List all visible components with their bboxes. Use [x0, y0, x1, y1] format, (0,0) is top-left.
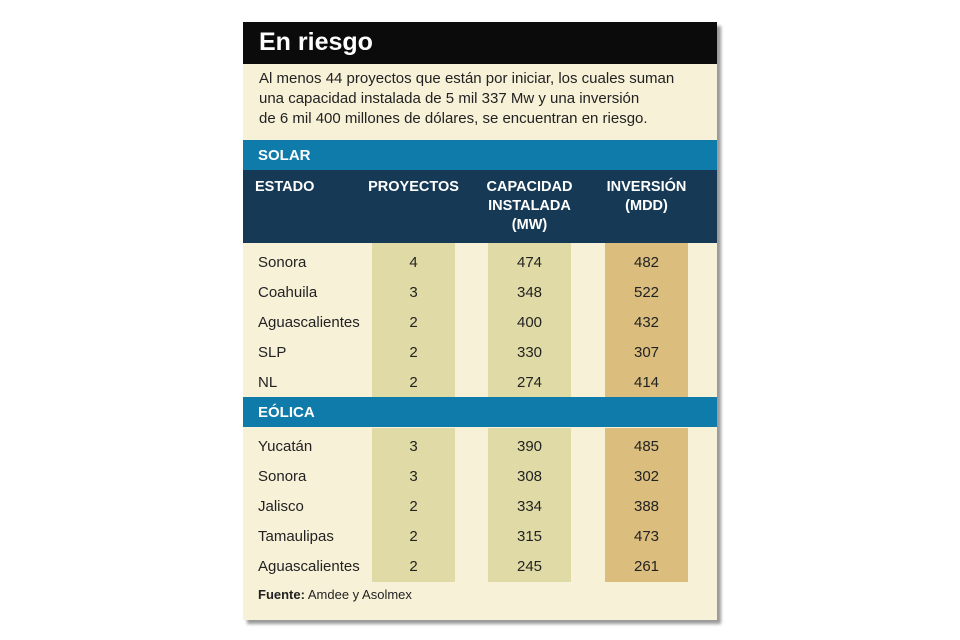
- number-cell: 2: [409, 498, 418, 515]
- source-label: Fuente:: [258, 587, 305, 602]
- number-cell: 3: [409, 438, 418, 455]
- number-cell: 432: [633, 314, 660, 331]
- column-header: PROYECTOS: [351, 178, 476, 197]
- state-cell: NL: [258, 374, 278, 391]
- source-text: Amdee y Asolmex: [307, 587, 412, 602]
- column-shade: [488, 428, 571, 582]
- column-header-line: (MDD): [625, 198, 668, 214]
- number-cell: 261: [633, 558, 660, 575]
- intro-line: Al menos 44 proyectos que están por inic…: [259, 70, 675, 87]
- number-cell: 3: [409, 468, 418, 485]
- section-name: EÓLICA: [258, 404, 315, 421]
- intro: Al menos 44 proyectos que están por inic…: [259, 69, 709, 129]
- column-header-line: (MW): [511, 217, 548, 233]
- intro-line: de 6 mil 400 millones de dólares, se enc…: [259, 110, 648, 127]
- number-cell: 348: [516, 284, 543, 301]
- column-header-line: INSTALADA: [488, 198, 571, 214]
- number-cell: 2: [409, 374, 418, 391]
- column-header-line: PROYECTOS: [368, 179, 459, 195]
- number-cell: 334: [516, 498, 543, 515]
- number-cell: 473: [633, 528, 660, 545]
- number-cell: 414: [633, 374, 660, 391]
- number-cell: 2: [409, 344, 418, 361]
- infographic-card: En riesgo Al menos 44 proyectos que está…: [243, 22, 717, 620]
- number-cell: 330: [516, 344, 543, 361]
- state-cell: SLP: [258, 344, 287, 361]
- state-cell: Tamaulipas: [258, 528, 334, 545]
- section-name: SOLAR: [258, 147, 311, 164]
- state-cell: Aguascalientes: [258, 314, 360, 331]
- state-cell: Aguascalientes: [258, 558, 360, 575]
- number-cell: 245: [516, 558, 543, 575]
- column-shade: [605, 428, 688, 582]
- column-header-line: INVERSIÓN: [606, 179, 687, 195]
- number-cell: 482: [633, 254, 660, 271]
- state-cell: Sonora: [258, 254, 307, 271]
- column-shade: [488, 243, 571, 397]
- number-cell: 390: [516, 438, 543, 455]
- column-shade: [372, 243, 455, 397]
- number-cell: 388: [633, 498, 660, 515]
- source: Fuente: Amdee y Asolmex: [258, 587, 412, 602]
- state-cell: Coahuila: [258, 284, 318, 301]
- state-cell: Sonora: [258, 468, 307, 485]
- column-header: INVERSIÓN (MDD): [584, 178, 709, 216]
- section-bar: SOLAR: [243, 140, 717, 170]
- intro-line: una capacidad instalada de 5 mil 337 Mw …: [259, 90, 640, 107]
- column-shade: [372, 428, 455, 582]
- title: En riesgo: [259, 28, 373, 56]
- number-cell: 274: [516, 374, 543, 391]
- column-header-line: ESTADO: [255, 179, 315, 195]
- state-cell: Jalisco: [258, 498, 304, 515]
- column-header: CAPACIDAD INSTALADA (MW): [468, 178, 591, 235]
- column-header: ESTADO: [255, 178, 365, 197]
- number-cell: 522: [633, 284, 660, 301]
- number-cell: 2: [409, 528, 418, 545]
- number-cell: 307: [633, 344, 660, 361]
- title-bar: En riesgo: [243, 22, 717, 64]
- number-cell: 302: [633, 468, 660, 485]
- number-cell: 308: [516, 468, 543, 485]
- number-cell: 4: [409, 254, 418, 271]
- number-cell: 315: [516, 528, 543, 545]
- number-cell: 400: [516, 314, 543, 331]
- column-header-bar: ESTADO PROYECTOS CAPACIDAD INSTALADA (MW) INV…: [243, 170, 717, 243]
- column-shade: [605, 243, 688, 397]
- number-cell: 485: [633, 438, 660, 455]
- number-cell: 474: [516, 254, 543, 271]
- number-cell: 2: [409, 558, 418, 575]
- column-header-line: CAPACIDAD: [486, 179, 573, 195]
- number-cell: 2: [409, 314, 418, 331]
- number-cell: 3: [409, 284, 418, 301]
- section-bar: EÓLICA: [243, 397, 717, 427]
- state-cell: Yucatán: [258, 438, 313, 455]
